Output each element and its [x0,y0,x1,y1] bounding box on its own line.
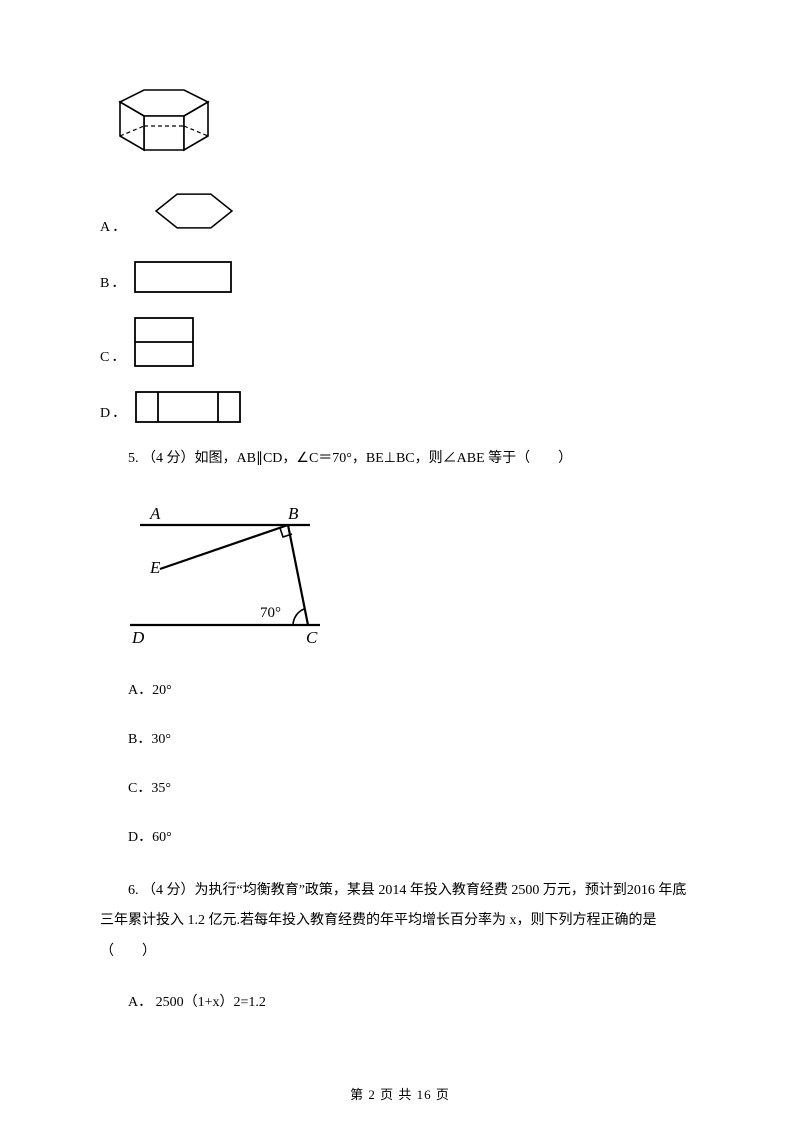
q6-stem: 6. （4 分）为执行“均衡教育”政策，某县 2014 年投入教育经费 2500… [100,876,700,968]
option-c-shape [133,316,197,368]
option-a-shape [134,184,254,238]
q5-option-a: A．20° [100,680,700,701]
q5-option-c: C．35° [100,778,700,799]
option-a-row: A． [100,184,700,238]
option-d-row: D． [100,390,700,424]
q5-option-b: B．30° [100,729,700,750]
option-d-label: D． [100,403,128,424]
option-c-label: C． [100,347,127,368]
option-b-label: B． [100,273,127,294]
svg-text:70°: 70° [260,605,281,621]
option-b-shape [133,260,233,294]
option-d-shape [134,390,242,424]
q5-stem: 5. （4 分）如图，AB∥CD，∠C＝70°，BE⊥BC，则∠ABE 等于（ … [100,446,700,473]
svg-text:D: D [131,628,145,647]
svg-text:A: A [149,504,161,523]
option-a-label: A． [100,217,128,238]
option-c-row: C． [100,316,700,368]
q5-option-d: D．60° [100,827,700,848]
svg-text:C: C [306,628,318,647]
q5-diagram: A B E D C 70° [110,497,700,652]
svg-text:E: E [149,558,161,577]
option-b-row: B． [100,260,700,294]
page-footer: 第 2 页 共 16 页 [0,1085,800,1105]
hex-prism-figure [100,80,700,172]
svg-text:B: B [288,504,299,523]
q6-option-a: A． 2500（1+x）2=1.2 [100,992,700,1013]
